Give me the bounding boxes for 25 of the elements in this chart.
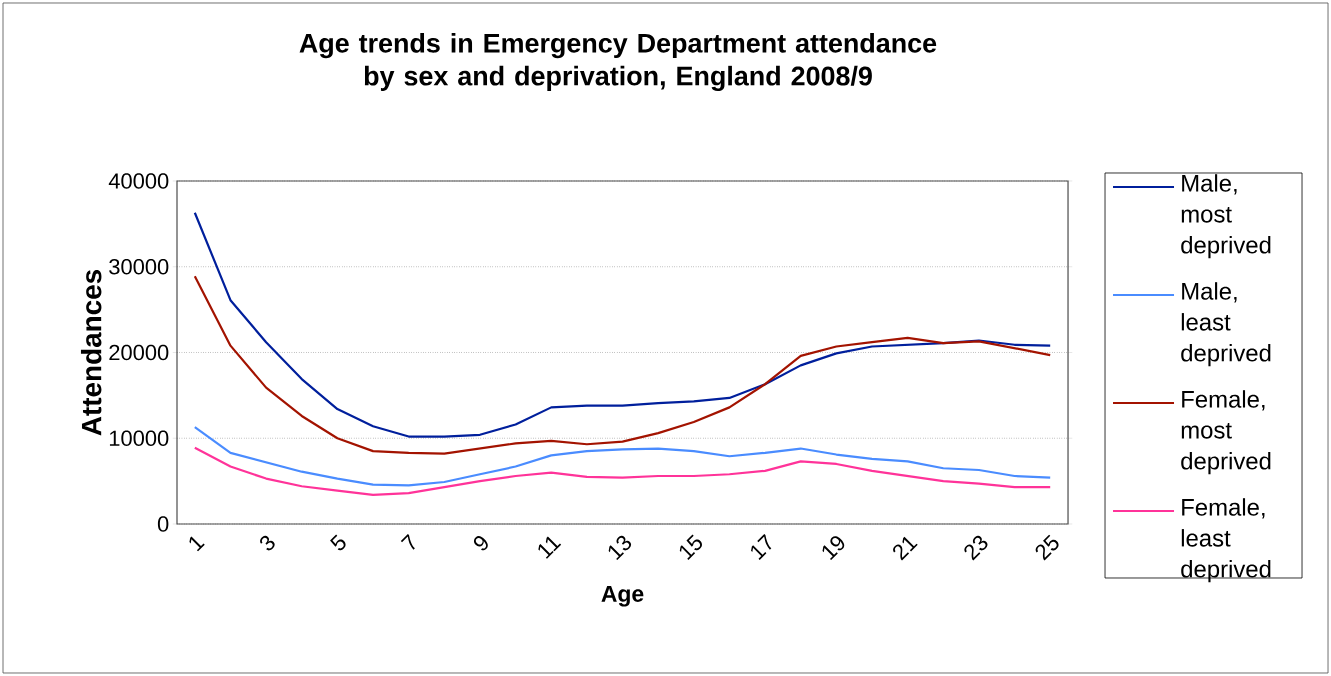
x-tick-label: 7: [400, 534, 415, 550]
x-tick-label: 5: [330, 534, 346, 551]
y-tick-label: 20000: [109, 344, 169, 361]
x-tick-label: 9: [473, 536, 488, 551]
y-axis-title: Attendances: [80, 269, 102, 436]
x-axis-title: Age: [601, 585, 644, 607]
y-tick-label: 0: [157, 516, 169, 532]
x-tick-label: 21: [893, 536, 918, 561]
x-tick-label: 1: [189, 536, 205, 552]
x-tick-label: 13: [608, 535, 632, 561]
y-tick-label: 40000: [108, 173, 169, 189]
y-tick-label: 30000: [109, 258, 169, 275]
x-tick-label: 25: [1035, 534, 1059, 561]
x-tick-label: 11: [538, 536, 562, 559]
legend-label: Female, most deprived: [1181, 390, 1271, 475]
x-tick-label: 15: [679, 534, 702, 560]
x-tick-label: 17: [751, 534, 772, 560]
x-tick-label: 23: [964, 535, 988, 561]
legend-label: Male, least deprived: [1181, 282, 1271, 367]
y-tick-label: 10000: [109, 430, 169, 447]
legend-label: Female, least deprived: [1181, 498, 1271, 583]
chart-title: Age trends in Emergency Department attendance by sex and deprivation, England 2008/9: [299, 32, 937, 92]
x-tick-label: 3: [260, 535, 275, 551]
x-tick-label: 19: [822, 536, 845, 561]
legend-label: Male, most deprived: [1181, 174, 1271, 259]
